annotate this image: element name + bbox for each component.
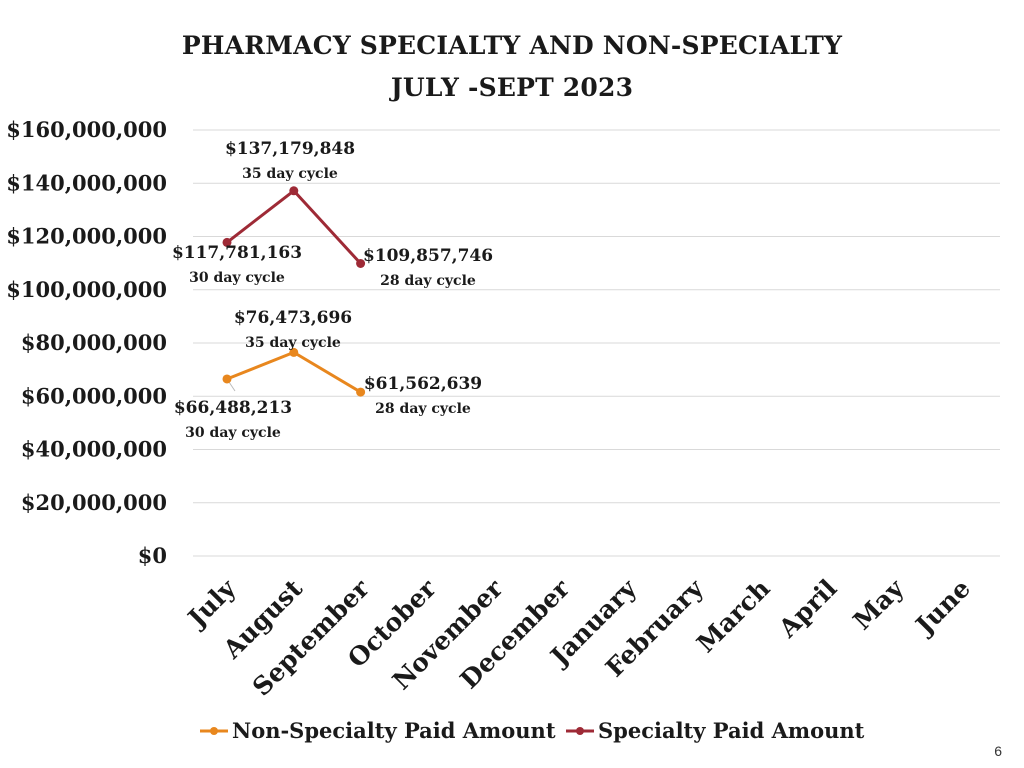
series-lines [226,189,362,394]
y-tick-label: $160,000,000 [6,117,167,142]
y-tick-label: $40,000,000 [21,437,167,462]
data-label-note: 35 day cycle [245,335,341,351]
chart-subtitle: JULY -SEPT 2023 [390,73,634,102]
y-tick-label: $80,000,000 [21,330,167,355]
y-tick-label: $120,000,000 [6,224,167,249]
y-tick-label: $20,000,000 [21,490,167,515]
data-point [222,237,232,247]
y-tick-label: $60,000,000 [21,383,167,408]
page-number: 6 [994,743,1002,759]
legend: Non-Specialty Paid Amount Specialty Paid … [200,718,865,743]
data-label-note: 30 day cycle [185,425,281,441]
data-point [289,186,299,196]
data-point [289,347,299,357]
data-label-value: $137,179,848 [225,139,355,159]
x-axis-ticks: JulyAugustSeptemberOctoberNovemberDecemb… [181,573,976,702]
data-label-note: 28 day cycle [375,401,471,417]
x-tick-label: March [691,574,775,658]
x-tick-label: June [909,574,976,641]
data-label-note: 35 day cycle [242,166,338,182]
y-tick-label: $140,000,000 [6,170,167,195]
data-point [356,259,366,269]
data-point [356,387,366,397]
leader-line [228,381,236,392]
y-tick-label: $0 [138,543,167,568]
x-tick-label: May [847,573,910,636]
gridlines [193,129,1000,557]
legend-swatch-marker [210,727,218,735]
y-tick-label: $100,000,000 [6,277,167,302]
data-label-note: 28 day cycle [380,273,476,289]
legend-label: Specialty Paid Amount [598,718,865,743]
data-labels: $66,488,213 30 day cycle $76,473,696 35 day… [172,139,493,441]
x-tick-label: April [772,574,842,644]
legend-label: Non-Specialty Paid Amount [232,718,556,743]
chart-title: PHARMACY SPECIALTY AND NON-SPECIALTY [181,31,843,60]
label-leader-lines [228,381,236,392]
legend-swatch-marker [576,727,584,735]
series-points [222,186,366,397]
data-label-value: $109,857,746 [363,246,493,266]
data-point [222,374,232,384]
data-label-value: $66,488,213 [174,398,292,418]
data-label-note: 30 day cycle [189,270,285,286]
data-label-value: $76,473,696 [234,308,352,328]
x-tick-label: July [181,573,242,634]
data-label-value: $61,562,639 [364,374,482,394]
data-label-value: $117,781,163 [172,243,302,263]
y-axis-ticks: $0 $20,000,000 $40,000,000 $60,000,000 $80,0… [6,117,167,568]
series-line [226,350,362,394]
